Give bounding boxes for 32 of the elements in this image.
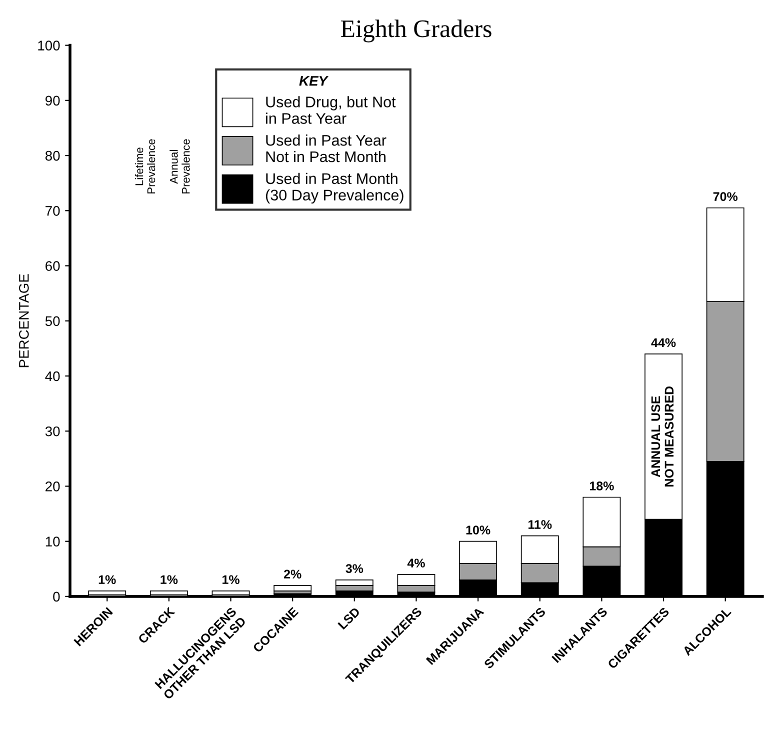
y-tick-label: 0 bbox=[53, 592, 60, 602]
total-label: 2% bbox=[284, 570, 302, 579]
total-label: 4% bbox=[407, 558, 425, 568]
legend-label: Used in Past Month (30 Day Prevalence) bbox=[266, 172, 404, 204]
annotation: Annual Prevalence bbox=[170, 139, 190, 194]
total-label: 10% bbox=[466, 526, 490, 534]
y-axis-title: PERCENTAGE bbox=[18, 274, 29, 368]
annotation: ANNUAL USE NOT MEASURED bbox=[651, 386, 674, 486]
total-label: 1% bbox=[160, 575, 178, 584]
y-tick-label: 10 bbox=[46, 536, 60, 547]
legend-title: KEY bbox=[299, 76, 329, 86]
y-tick-label: 40 bbox=[45, 371, 60, 382]
total-label: 1% bbox=[222, 575, 240, 584]
legend-label: Used in Past Year Not in Past Month bbox=[266, 134, 386, 162]
annotation: Lifetime Prevalence bbox=[135, 139, 156, 194]
total-label: 18% bbox=[590, 482, 614, 490]
y-tick-label: 70 bbox=[46, 206, 60, 216]
total-label: 3% bbox=[346, 564, 364, 574]
y-tick-label: 60 bbox=[46, 261, 60, 271]
y-tick-label: 50 bbox=[45, 316, 60, 326]
legend-label: Used Drug, but Not in Past Year bbox=[266, 96, 396, 124]
total-label: 44% bbox=[651, 338, 676, 348]
y-tick-label: 30 bbox=[45, 426, 60, 436]
y-tick-label: 90 bbox=[46, 96, 60, 106]
total-label: 11% bbox=[528, 520, 552, 529]
bar bbox=[274, 585, 312, 592]
y-tick-label: 100 bbox=[38, 40, 60, 50]
total-label: 1% bbox=[98, 575, 116, 584]
chart-title: Eighth Graders bbox=[340, 20, 492, 42]
y-tick-label: 80 bbox=[45, 150, 60, 161]
total-label: 70% bbox=[713, 192, 738, 202]
y-tick-label: 20 bbox=[46, 482, 60, 492]
